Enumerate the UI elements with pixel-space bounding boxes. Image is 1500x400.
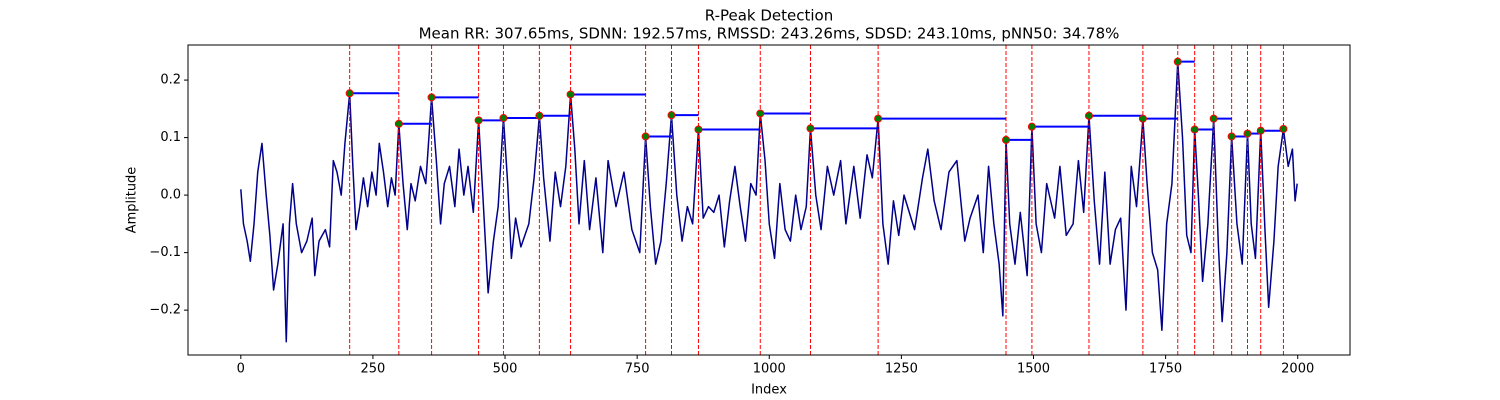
- peak-marker: [474, 116, 483, 125]
- chart-subtitle: Mean RR: 307.65ms, SDNN: 192.57ms, RMSSD…: [419, 25, 1120, 43]
- peak-marker: [756, 109, 765, 118]
- peak-marker: [1209, 114, 1218, 123]
- y-tick-label: 0.1: [160, 130, 181, 145]
- y-tick-label: 0.2: [160, 73, 181, 88]
- x-tick-label: 1750: [1149, 362, 1182, 377]
- x-tick-label: 0: [237, 362, 245, 377]
- peak-marker: [667, 111, 676, 120]
- y-axis-label: Amplitude: [125, 167, 140, 234]
- peak-marker: [1002, 135, 1011, 144]
- peak-marker: [806, 124, 815, 133]
- peak-marker: [1190, 125, 1199, 134]
- peak-marker: [1027, 122, 1036, 131]
- peak-marker: [1084, 111, 1093, 120]
- x-tick-label: 1000: [753, 362, 786, 377]
- peak-marker: [566, 90, 575, 99]
- x-tick-label: 750: [625, 362, 650, 377]
- peak-marker: [874, 114, 883, 123]
- peak-marker: [1227, 132, 1236, 141]
- peak-marker: [394, 119, 403, 128]
- y-tick-label: −0.1: [149, 245, 181, 260]
- peak-marker: [499, 114, 508, 123]
- peak-marker: [1243, 129, 1252, 138]
- x-tick-label: 500: [493, 362, 518, 377]
- signal-line: [240, 60, 1298, 343]
- peak-marker: [345, 89, 354, 98]
- peak-marker: [1279, 124, 1288, 133]
- x-tick-label: 1500: [1017, 362, 1050, 377]
- y-tick-label: −0.2: [149, 303, 181, 318]
- peak-marker: [1138, 114, 1147, 123]
- peak-marker: [1173, 57, 1182, 66]
- peak-marker: [535, 111, 544, 120]
- plot-frame: [187, 44, 1351, 356]
- peak-marker: [641, 132, 650, 141]
- peak-marker: [1256, 126, 1265, 135]
- y-tick-label: 0.0: [160, 188, 181, 203]
- x-axis-label: Index: [751, 383, 787, 398]
- x-tick-label: 2000: [1281, 362, 1314, 377]
- peak-marker: [694, 125, 703, 134]
- chart-title: R-Peak Detection: [705, 7, 833, 25]
- peak-marker: [427, 93, 436, 102]
- x-tick-label: 1250: [885, 362, 918, 377]
- x-tick-label: 250: [361, 362, 386, 377]
